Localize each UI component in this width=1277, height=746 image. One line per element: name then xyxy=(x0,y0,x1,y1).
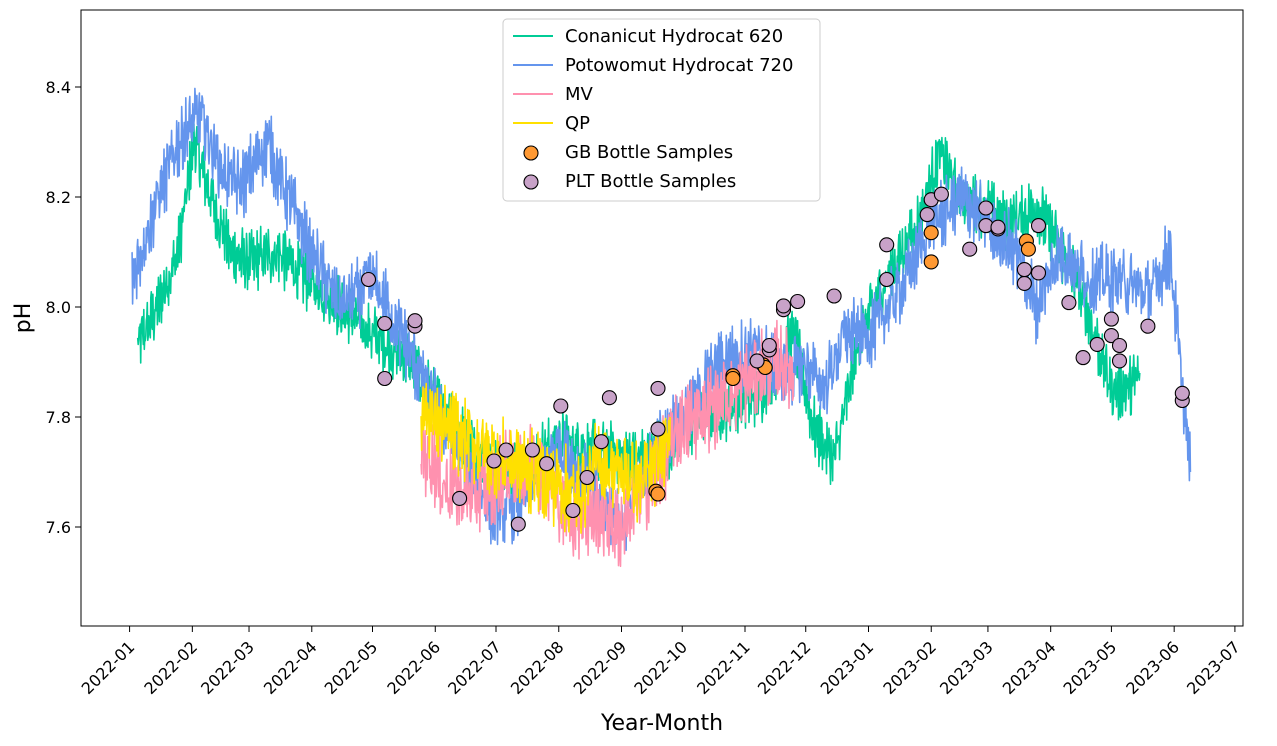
legend-marker-swatch xyxy=(523,174,539,190)
bottle-sample-point xyxy=(452,490,468,506)
x-axis-label: Year-Month xyxy=(600,711,723,736)
bottle-sample-point xyxy=(524,442,540,458)
bottle-sample-point xyxy=(565,502,581,519)
scatter-layer xyxy=(360,186,1190,532)
x-tick-label: 2022-05 xyxy=(321,637,382,698)
legend-box xyxy=(502,18,821,202)
bottle-sample-point xyxy=(579,469,595,486)
bottle-sample-point xyxy=(510,516,526,532)
bottle-sample-point xyxy=(962,241,978,257)
bottle-sample-point xyxy=(879,237,895,253)
bottle-sample-point xyxy=(1020,241,1036,257)
legend-entry-label: Conanicut Hydrocat 620 xyxy=(565,26,783,47)
bottle-sample-point xyxy=(978,200,994,216)
x-tick-label: 2022-01 xyxy=(78,637,139,698)
x-tick-label: 2022-04 xyxy=(260,637,321,698)
x-tick-label: 2023-04 xyxy=(999,637,1060,698)
bottle-sample-point xyxy=(1030,265,1047,281)
bottle-sample-point xyxy=(1103,311,1119,327)
bottle-sample-point xyxy=(486,453,502,469)
x-tick-label: 2022-08 xyxy=(507,637,568,698)
bottle-sample-point xyxy=(790,293,806,310)
bottle-sample-point xyxy=(1140,318,1156,334)
bottle-sample-point xyxy=(725,370,741,387)
series-line-2 xyxy=(420,319,795,568)
x-tick-label: 2022-02 xyxy=(140,637,201,698)
y-tick-label: 7.8 xyxy=(46,408,71,427)
bottle-sample-point xyxy=(1016,275,1032,291)
y-tick-label: 8.0 xyxy=(46,298,71,317)
bottle-sample-point xyxy=(826,288,842,304)
y-tick-label: 8.4 xyxy=(46,78,71,97)
series-layer xyxy=(131,87,1192,568)
x-tick-label: 2022-10 xyxy=(630,637,691,698)
series-line-3 xyxy=(420,382,671,534)
y-tick-label: 7.6 xyxy=(46,518,71,537)
bottle-sample-point xyxy=(601,390,617,406)
bottle-sample-point xyxy=(1111,353,1128,369)
bottle-sample-point xyxy=(1111,337,1128,354)
bottle-sample-point xyxy=(933,186,949,202)
legend-entry-label: PLT Bottle Samples xyxy=(565,171,736,192)
bottle-sample-point xyxy=(1075,350,1091,366)
bottle-sample-point xyxy=(407,313,423,329)
bottle-sample-point xyxy=(377,370,393,387)
bottle-sample-point xyxy=(990,219,1006,235)
bottle-sample-point xyxy=(1061,295,1077,311)
bottle-sample-point xyxy=(498,442,514,458)
bottle-sample-point xyxy=(923,225,939,241)
x-tick-label: 2022-09 xyxy=(570,637,631,698)
bottle-sample-point xyxy=(1103,328,1119,344)
y-axis-ticks: 7.6 7.8 8.0 8.2 8.4 xyxy=(46,78,81,537)
legend-entry-label: Potowomut Hydrocat 720 xyxy=(565,55,793,76)
y-axis-label: pH xyxy=(11,303,36,334)
bottle-sample-point xyxy=(761,337,777,354)
x-tick-label: 2023-01 xyxy=(817,637,878,698)
plot-frame xyxy=(80,9,1244,627)
x-tick-label: 2023-06 xyxy=(1122,637,1183,698)
bottle-sample-point xyxy=(1089,336,1105,352)
x-tick-label: 2023-03 xyxy=(936,637,997,698)
bottle-sample-point xyxy=(650,380,666,396)
bottle-sample-point xyxy=(775,298,792,314)
y-tick-label: 8.2 xyxy=(46,188,71,207)
legend: Conanicut Hydrocat 620 Potowomut Hydrocat… xyxy=(502,18,821,202)
bottle-sample-point xyxy=(923,254,939,270)
x-tick-label: 2022-07 xyxy=(444,637,505,698)
bottle-sample-point xyxy=(360,271,377,288)
bottle-sample-point xyxy=(879,271,895,288)
x-tick-label: 2022-11 xyxy=(693,637,754,698)
legend-marker-swatch xyxy=(523,145,539,161)
bottle-sample-point xyxy=(650,421,666,437)
x-tick-label: 2022-06 xyxy=(383,637,444,698)
bottle-sample-point xyxy=(377,315,393,332)
bottle-sample-point xyxy=(553,398,569,414)
bottle-sample-point xyxy=(1174,385,1190,401)
legend-entry-label: MV xyxy=(565,84,594,105)
x-tick-label: 2023-07 xyxy=(1183,637,1244,698)
legend-entry-label: QP xyxy=(565,113,590,134)
bottle-sample-point xyxy=(1030,218,1047,234)
x-tick-label: 2023-02 xyxy=(879,637,940,698)
bottle-sample-point xyxy=(650,486,666,502)
legend-entry-label: GB Bottle Samples xyxy=(565,142,733,163)
bottle-sample-point xyxy=(593,434,609,450)
bottle-sample-point xyxy=(749,353,765,369)
x-tick-label: 2023-05 xyxy=(1060,637,1121,698)
bottle-sample-point xyxy=(539,456,555,472)
x-tick-label: 2022-12 xyxy=(754,637,815,698)
bottle-sample-point xyxy=(919,207,935,223)
x-tick-label: 2022-03 xyxy=(197,637,258,698)
bottle-sample-point xyxy=(1016,262,1032,278)
